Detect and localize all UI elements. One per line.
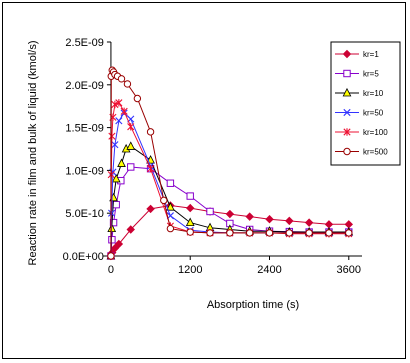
data-point [160,196,168,205]
data-point [107,252,115,260]
data-point [123,80,132,88]
data-point [111,141,119,149]
data-point [111,173,121,183]
y-tick-label: 1.0E-09 [65,165,104,177]
y-tick-label: 1.5E-09 [65,123,104,135]
data-point [126,225,135,234]
data-point [304,218,314,227]
y-tick-label: 5.0E-10 [65,208,104,220]
data-point [146,128,155,136]
legend-item: kr=1 [335,49,379,59]
x-tick-label: 3600 [337,264,361,276]
data-point [225,209,235,219]
data-point [166,202,175,211]
data-point [226,229,234,237]
data-point [342,87,352,97]
x-axis-label: Absorption time (s) [207,299,299,311]
data-point [126,141,136,150]
data-point [127,163,135,171]
legend-item: kr=10 [335,87,384,98]
legend-item: kr=500 [335,148,388,157]
legend-label: kr=100 [363,128,388,137]
data-point [115,117,123,125]
legend-label: kr=500 [363,148,388,157]
series-3 [106,141,354,260]
data-point [245,229,254,237]
data-point [109,218,118,227]
y-axis-label: Reaction rate in film and bulk of liquid… [27,41,39,266]
data-point [111,100,119,109]
axes: 0.0E+00 5.0E-10 1.0E-09 1.5E-09 2.0E-09 2.5E-… [63,37,362,276]
legend-label: kr=50 [363,109,384,118]
legend-label: kr=1 [363,50,379,59]
x-tick-label: 0 [108,264,114,276]
legend: kr=1 kr=5 kr=10 kr=50 kr=100 kr=500 [330,41,401,166]
data-point [185,217,195,227]
data-point [185,203,195,213]
legend-box [330,41,401,166]
data-point [206,229,214,237]
data-point [265,214,274,224]
data-point [117,75,126,83]
y-tick-label: 0.0E+00 [63,251,104,263]
data-point [146,164,155,173]
data-point [114,239,124,249]
legend-item: kr=5 [335,70,379,79]
data-point [343,128,351,136]
data-point [115,99,123,107]
data-point [186,228,194,236]
data-point [325,229,333,237]
x-tick-label: 1200 [178,264,202,276]
data-point [305,229,313,237]
data-point [343,69,351,78]
data-point [112,200,120,209]
series-6 [107,66,353,260]
data-point [285,216,294,226]
data-point [265,229,274,237]
data-point [110,244,120,253]
data-point [186,192,194,200]
data-point [108,132,116,140]
legend-item: kr=50 [335,109,384,118]
y-tick-label: 2.5E-09 [65,37,104,49]
data-point [127,123,135,131]
data-point [133,94,142,103]
x-tick-label: 2400 [257,264,281,276]
chart-marks [106,66,354,261]
legend-label: kr=10 [363,89,384,98]
data-point [343,147,351,156]
series-4 [107,109,353,260]
data-point [245,212,254,221]
data-point [166,224,175,233]
data-point [120,107,128,116]
y-tick-label: 2.0E-09 [65,80,104,92]
data-point [343,108,351,117]
data-point [146,204,155,214]
data-point [285,229,294,237]
data-point [206,207,214,216]
data-point [345,229,353,237]
data-point [166,179,175,187]
legend-label: kr=5 [363,70,379,79]
data-point [342,49,352,59]
legend-item: kr=100 [335,128,388,137]
data-point [117,158,126,167]
